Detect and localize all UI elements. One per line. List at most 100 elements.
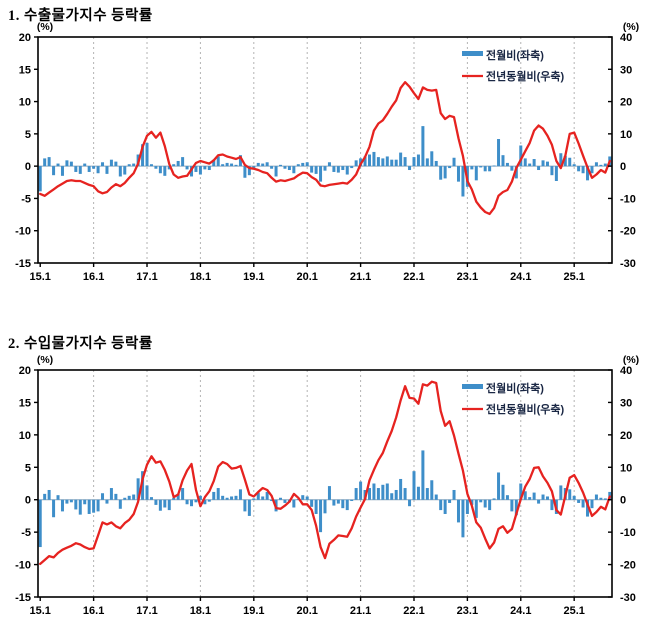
mom-bar <box>381 484 385 500</box>
mom-bar <box>416 486 420 500</box>
mom-bar <box>319 499 323 533</box>
mom-bar <box>488 166 492 172</box>
left-axis-unit: (%) <box>37 22 53 33</box>
mom-bar <box>421 450 425 500</box>
mom-bar <box>105 499 109 504</box>
mom-bar <box>163 166 167 176</box>
mom-bar <box>363 156 367 167</box>
mom-bar <box>47 157 51 167</box>
right-tick-label: 40 <box>620 32 632 44</box>
mom-bar <box>74 499 78 510</box>
mom-bar <box>132 494 136 500</box>
x-tick-label: 23.1 <box>457 271 478 283</box>
left-tick-label: 10 <box>19 97 31 109</box>
mom-bar <box>247 166 251 176</box>
mom-bar <box>434 494 438 500</box>
mom-bar <box>123 166 127 175</box>
mom-bar <box>452 489 456 500</box>
mom-bar <box>403 488 407 500</box>
mom-bar <box>145 142 149 167</box>
right-tick-label: -20 <box>620 560 636 572</box>
mom-bar <box>163 499 167 508</box>
mom-bar <box>430 151 434 167</box>
mom-bar <box>158 166 162 174</box>
mom-bar <box>283 166 287 169</box>
yoy-line <box>39 380 611 566</box>
mom-bar <box>105 166 109 174</box>
mom-bar <box>256 492 260 500</box>
mom-bar <box>96 499 100 512</box>
mom-bar <box>336 499 340 504</box>
chart1-title: 1. 수출물가지수 등락률 <box>8 8 153 24</box>
mom-bar <box>327 162 331 167</box>
x-tick-label: 15.1 <box>30 605 51 617</box>
mom-bar <box>247 499 251 516</box>
mom-bar <box>359 481 363 500</box>
right-tick-label: 40 <box>620 365 632 377</box>
mom-bar <box>341 166 345 171</box>
mom-bar <box>537 166 541 171</box>
right-tick-label: -30 <box>620 258 636 270</box>
left-tick-label: 5 <box>25 129 31 141</box>
mom-bar <box>203 166 207 170</box>
mom-bar <box>310 499 314 507</box>
mom-bar <box>314 499 318 514</box>
mom-bar <box>74 166 78 172</box>
mom-bar <box>305 162 309 167</box>
right-tick-label: 20 <box>620 430 632 442</box>
mom-bar <box>109 488 113 500</box>
mom-bar <box>572 164 576 167</box>
x-tick-label: 22.1 <box>403 605 424 617</box>
mom-bar <box>577 499 581 503</box>
mom-bar <box>537 499 541 504</box>
mom-bar <box>265 491 269 500</box>
left-tick-label: 0 <box>25 161 31 173</box>
x-tick-label: 24.1 <box>510 605 531 617</box>
mom-bar <box>101 493 105 500</box>
mom-bar <box>465 499 469 514</box>
mom-bar <box>87 166 91 172</box>
mom-bar <box>270 166 274 169</box>
mom-bar <box>434 160 438 167</box>
mom-bar <box>314 166 318 174</box>
mom-bar <box>207 166 211 171</box>
mom-bar <box>279 164 283 167</box>
mom-bar <box>501 484 505 500</box>
mom-bar <box>332 499 336 506</box>
mom-bar <box>78 499 82 515</box>
mom-bar <box>443 499 447 514</box>
mom-bar <box>101 162 105 167</box>
yoy-line <box>39 81 611 216</box>
mom-bar <box>323 499 327 514</box>
mom-bar <box>599 164 603 167</box>
mom-bar <box>550 166 554 176</box>
import-price-chart: 20 15 10 5 0 -5 -10 -15 40 30 20 10 0 -10 -20 -30 15.1 16… <box>15 354 639 617</box>
mom-bar <box>83 499 87 505</box>
right-axis-unit: (%) <box>623 354 639 366</box>
mom-bar <box>474 499 478 518</box>
x-tick-label: 17.1 <box>136 271 157 283</box>
mom-bar <box>283 499 287 503</box>
mom-bar <box>439 499 443 511</box>
mom-bar <box>310 166 314 173</box>
mom-bar <box>523 158 527 167</box>
mom-bar <box>52 166 56 176</box>
mom-bar <box>194 499 198 503</box>
mom-bar <box>554 166 558 181</box>
mom-bar <box>172 164 176 167</box>
mom-bar <box>109 159 113 167</box>
legend-label-yoy: 전년동월비(우축) <box>486 69 565 83</box>
mom-bar <box>376 157 380 167</box>
mom-bar <box>243 499 247 512</box>
mom-bar <box>149 164 153 167</box>
chart2-title: 2. 수입물가지수 등락률 <box>8 336 153 352</box>
mom-bar <box>519 145 523 167</box>
mom-bar <box>408 499 412 507</box>
legend-label-mom: 전월비(좌축) <box>486 381 544 395</box>
mom-bar <box>127 495 131 500</box>
mom-bar <box>568 489 572 500</box>
mom-bar <box>141 471 145 500</box>
mom-bar <box>176 493 180 500</box>
mom-bar <box>114 493 118 500</box>
mom-bar <box>341 499 345 509</box>
